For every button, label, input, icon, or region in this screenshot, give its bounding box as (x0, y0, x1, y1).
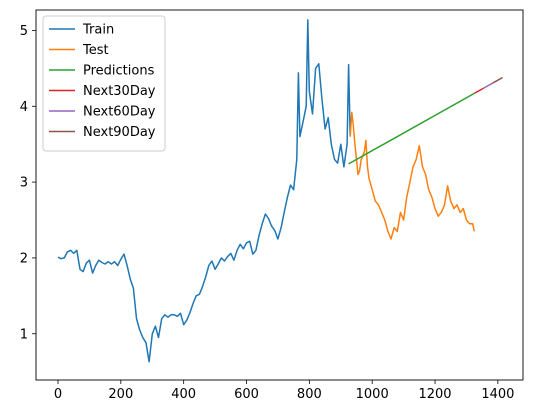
y-tick-label: 1 (20, 327, 28, 342)
y-axis: 1 2 3 4 5 (20, 24, 36, 342)
y-tick-label: 3 (20, 176, 28, 191)
x-tick-label: 0 (54, 387, 62, 402)
x-tick-label: 1000 (356, 387, 389, 402)
legend-label-next90day: Next90Day (83, 125, 156, 140)
x-tick-label: 1400 (481, 387, 514, 402)
legend: Train Test Predictions Next30Day Next60Day Ne… (42, 15, 166, 152)
series-line-next60day (483, 82, 494, 89)
x-axis: 0 200 400 600 800 1000 1200 1400 (54, 380, 514, 402)
series-line-train (57, 19, 351, 363)
legend-label-train: Train (82, 23, 114, 38)
x-tick-label: 400 (171, 387, 196, 402)
series-line-predictions (348, 92, 475, 165)
legend-label-predictions: Predictions (83, 64, 155, 79)
series-layer (57, 19, 503, 363)
series-line-next30day (473, 87, 485, 95)
plot-frame (35, 9, 524, 381)
legend-label-test: Test (82, 43, 109, 58)
series-line-next90day (492, 76, 503, 84)
x-tick-label: 200 (108, 387, 133, 402)
legend-label-next30day: Next30Day (83, 84, 156, 99)
x-tick-label: 1200 (418, 387, 451, 402)
y-tick-label: 5 (20, 24, 28, 39)
x-tick-label: 800 (297, 387, 322, 402)
y-tick-label: 2 (20, 251, 28, 266)
y-tick-label: 4 (20, 100, 28, 115)
x-tick-label: 600 (234, 387, 259, 402)
legend-label-next60day: Next60Day (83, 105, 156, 120)
